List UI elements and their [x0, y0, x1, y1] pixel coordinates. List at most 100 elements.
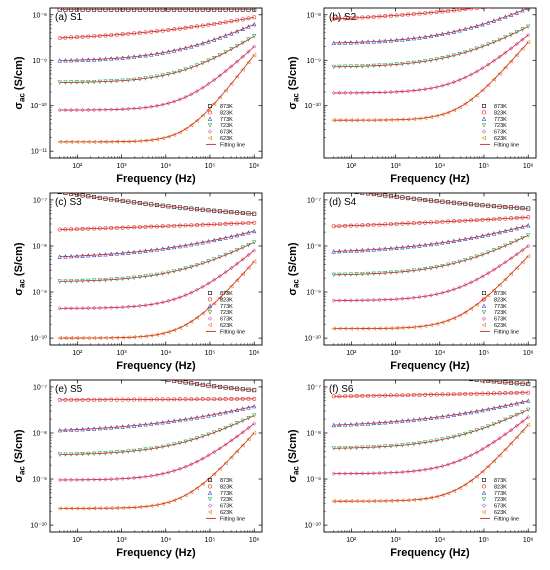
- data-point: [411, 295, 416, 300]
- legend-marker: [207, 116, 213, 121]
- data-point: [527, 0, 530, 3]
- series-873K: [338, 188, 531, 211]
- panel-label: (e) S5: [55, 384, 83, 395]
- data-point: [480, 88, 485, 93]
- series-723K: [331, 24, 531, 70]
- fit-line: [59, 230, 255, 258]
- y-tick-label: 10⁻⁹: [33, 290, 47, 297]
- data-point: [480, 469, 485, 474]
- legend-label: 773K: [220, 117, 233, 123]
- data-point: [377, 297, 382, 302]
- data-point: [252, 248, 257, 253]
- data-point: [497, 453, 502, 458]
- data-point: [114, 476, 120, 482]
- data-point: [388, 470, 394, 475]
- y-axis-title: σac (S/cm): [13, 56, 27, 109]
- data-point: [120, 476, 125, 481]
- data-point: [234, 74, 240, 79]
- series-773K: [331, 223, 531, 254]
- data-point: [365, 90, 371, 95]
- fit-line: [59, 415, 255, 455]
- data-point: [229, 455, 234, 460]
- data-point: [91, 107, 97, 112]
- x-tick-label: 10⁶: [249, 537, 260, 544]
- data-point: [63, 306, 68, 311]
- legend-label: 623K: [220, 136, 233, 142]
- data-point: [520, 428, 525, 434]
- x-axis-title: Frequency (Hz): [390, 547, 470, 559]
- data-point: [445, 318, 451, 323]
- x-tick-label: 10⁵: [205, 163, 216, 170]
- y-axis-title-unit: (S/cm): [287, 242, 299, 279]
- series-823K: [331, 215, 531, 229]
- fit-line: [361, 193, 529, 209]
- data-point: [331, 90, 336, 96]
- x-axis-title: Frequency (Hz): [116, 547, 196, 559]
- x-tick-label: 10³: [116, 350, 127, 357]
- fit-line: [63, 193, 255, 215]
- x-tick-label: 10³: [390, 163, 401, 170]
- legend-label: 823K: [494, 297, 507, 303]
- data-point: [361, 363, 364, 366]
- y-axis-title-sub: ac: [292, 466, 301, 475]
- y-axis-title-sub: ac: [18, 279, 27, 288]
- data-point: [508, 59, 514, 64]
- legend-label: 623K: [494, 510, 507, 516]
- panel-s6: 10² 10³ 10⁴ 10⁵ 10⁶ 10⁻¹⁰ 10⁻⁹ 10⁻⁸ 10⁻⁷ (f) S6 Fr…: [287, 363, 537, 559]
- x-tick-label: 10⁴: [434, 537, 445, 544]
- data-point: [206, 107, 211, 112]
- fit-line: [333, 245, 529, 301]
- series-773K: [57, 21, 257, 63]
- fit-line: [333, 400, 529, 426]
- data-point: [526, 243, 531, 249]
- legend-fit-label: Fitting line: [494, 329, 519, 335]
- legend-label: 873K: [220, 104, 233, 110]
- legend-marker: [481, 135, 486, 141]
- legend-label: 873K: [220, 478, 233, 484]
- legend-marker: [481, 490, 487, 495]
- data-point: [429, 373, 432, 376]
- fit-line: [59, 46, 255, 111]
- data-point: [468, 97, 473, 102]
- data-point: [497, 282, 502, 288]
- data-point: [526, 233, 531, 238]
- series-823K: [57, 396, 257, 402]
- data-point: [103, 305, 108, 310]
- fit-line: [333, 392, 529, 397]
- y-tick-label: 10⁻¹⁰: [30, 335, 47, 343]
- fit-line: [59, 16, 255, 39]
- data-point: [183, 126, 188, 132]
- data-point: [445, 110, 451, 115]
- data-point: [480, 8, 485, 10]
- legend-label: 723K: [494, 497, 507, 503]
- legend-label: 823K: [220, 110, 233, 116]
- data-point: [509, 2, 512, 5]
- data-point: [87, 362, 90, 365]
- series-723K: [57, 240, 257, 284]
- data-point: [360, 193, 365, 195]
- fit-line: [59, 432, 255, 509]
- data-point: [57, 107, 62, 113]
- data-point: [109, 477, 114, 482]
- data-point: [252, 44, 257, 49]
- data-point: [58, 354, 61, 357]
- series-673K: [57, 44, 257, 113]
- data-point: [229, 47, 234, 52]
- legend-label: 623K: [494, 136, 507, 142]
- fit-line: [59, 241, 255, 282]
- data-point: [240, 443, 245, 448]
- data-point: [194, 485, 199, 491]
- y-tick-label: 10⁻⁸: [33, 243, 47, 250]
- legend-fit-label: Fitting line: [220, 516, 245, 522]
- data-point: [234, 449, 240, 454]
- legend-label: 823K: [220, 484, 233, 490]
- data-point: [171, 498, 177, 503]
- data-point: [240, 271, 245, 277]
- legend-label: 773K: [494, 491, 507, 497]
- data-point: [338, 188, 341, 191]
- data-point: [81, 360, 84, 363]
- data-point: [526, 24, 531, 29]
- series-773K: [57, 228, 257, 259]
- data-point: [491, 288, 496, 293]
- series-873K: [57, 8, 257, 12]
